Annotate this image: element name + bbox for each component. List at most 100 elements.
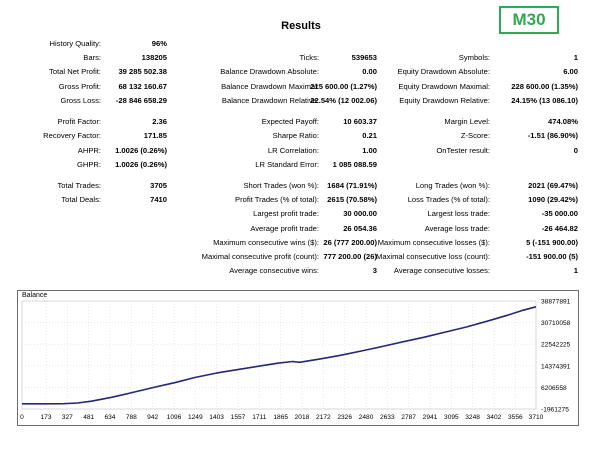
x-tick-label: 2633	[380, 414, 395, 421]
stat-label: Balance Drawdown Absolute:	[220, 67, 319, 77]
stat-label: Average consecutive wins:	[229, 266, 319, 276]
y-tick-label: 30710058	[541, 320, 571, 327]
stat-label: Long Trades (won %):	[415, 181, 490, 190]
x-tick-label: 481	[83, 414, 94, 421]
x-tick-label: 3248	[465, 414, 480, 421]
stat-label: Equity Drawdown Maximal:	[398, 81, 490, 91]
x-tick-label: 1865	[273, 414, 288, 421]
stat-label: Ticks:	[299, 53, 319, 63]
stat-value: -26 464.82	[541, 223, 578, 233]
stat-value: -35 000.00	[541, 209, 578, 219]
stat-value: 171.85	[143, 131, 167, 141]
stat-value: 1684 (71.91%)	[327, 181, 377, 190]
stat-label: Maximal consecutive profit (count):	[201, 252, 319, 261]
stat-value: 539653	[351, 53, 377, 63]
x-tick-label: 1557	[231, 414, 246, 421]
stat-label: Total Trades:	[57, 181, 101, 190]
plot-area	[21, 300, 537, 410]
balance-chart-svg: 0 173 327 481 634 788 942 1096 1249 1403 1557 1711 1…	[20, 299, 571, 422]
stat-label: History Quality:	[49, 39, 101, 48]
stat-label: Maximal consecutive loss (count):	[376, 252, 490, 261]
stat-label: OnTester result:	[436, 145, 490, 155]
balance-chart: Balance 0 173 327 481 634 788 942 1096 1249 1403 1…	[17, 290, 579, 426]
stat-label: Sharpe Ratio:	[272, 131, 319, 141]
stat-value: 0.21	[362, 131, 377, 141]
stat-value: 1	[573, 53, 578, 63]
y-tick-label: 14374391	[541, 363, 571, 370]
stat-value: 26 (777 200.00)	[323, 237, 377, 247]
stat-label: GHPR:	[76, 159, 101, 169]
stat-value: 1	[573, 266, 578, 276]
stat-label: Average loss trade:	[424, 223, 490, 233]
stat-label: Average profit trade:	[250, 223, 319, 233]
report-title: Results	[281, 20, 321, 32]
x-tick-label: 1403	[209, 414, 224, 421]
stat-label: Gross Profit:	[58, 81, 101, 91]
x-tick-label: 2172	[316, 414, 331, 421]
stat-label: Maximum consecutive wins ($):	[213, 237, 319, 247]
stat-label: Balance Drawdown Maximal:	[221, 81, 319, 91]
stat-label: Balance Drawdown Relative:	[221, 95, 319, 105]
stat-label: Z-Score:	[460, 131, 490, 141]
stat-label: Average consecutive losses:	[393, 266, 490, 276]
stat-label: Largest profit trade:	[253, 209, 319, 219]
x-tick-label: 3402	[487, 414, 502, 421]
stat-value: 0	[573, 145, 578, 155]
y-tick-label: 6206558	[541, 385, 567, 392]
x-tick-label: 0	[20, 414, 24, 421]
stat-label: Short Trades (won %):	[243, 181, 319, 190]
stat-label: Recovery Factor:	[43, 131, 101, 141]
stat-value: 6.00	[563, 67, 578, 77]
x-tick-label: 1096	[167, 414, 182, 421]
x-tick-label: 2941	[423, 414, 438, 421]
stat-value: 2615 (70.58%)	[327, 195, 377, 205]
stat-value: 215 600.00 (1.27%)	[310, 81, 377, 91]
x-tick-label: 327	[62, 414, 73, 421]
stat-value: 138205	[141, 53, 167, 63]
stat-value: 5 (-151 900.00)	[526, 237, 578, 247]
x-tick-label: 3095	[444, 414, 459, 421]
stat-value: 1.0026 (0.26%)	[115, 145, 167, 155]
stat-value: 2021 (69.47%)	[528, 181, 578, 190]
stat-value: 39 285 502.38	[118, 67, 167, 77]
chart-title: Balance	[22, 292, 48, 299]
x-tick-label: 3556	[508, 414, 523, 421]
y-tick-label: 38877891	[541, 299, 571, 306]
stat-label: Bars:	[83, 53, 101, 63]
stat-label: Total Net Profit:	[49, 67, 101, 77]
x-tick-label: 942	[147, 414, 158, 421]
timeframe-badge: M30	[499, 6, 559, 34]
x-tick-label: 1711	[252, 414, 267, 421]
x-tick-label: 1249	[188, 414, 203, 421]
stat-value: -1.51 (86.90%)	[527, 131, 578, 141]
stat-value: 1.00	[362, 145, 377, 155]
stat-label: Total Deals:	[61, 195, 101, 205]
stat-value: 24.15% (13 086.10)	[511, 95, 578, 105]
stat-value: 474.08%	[548, 117, 578, 127]
stat-label: Equity Drawdown Relative:	[399, 95, 490, 105]
stat-value: 228 600.00 (1.35%)	[511, 81, 578, 91]
stat-value: 1 085 088.59	[332, 159, 377, 169]
stat-value: 22.54% (12 002.06)	[310, 95, 377, 105]
stat-label: Expected Payoff:	[261, 117, 319, 127]
stat-label: Symbols:	[458, 53, 490, 63]
y-tick-label: 22542225	[541, 342, 571, 349]
balance-line	[22, 306, 537, 405]
stat-value: 10 603.37	[343, 117, 377, 127]
stat-value: 7410	[150, 195, 167, 205]
stat-value: 3705	[150, 181, 167, 190]
stat-value: 68 132 160.67	[118, 81, 167, 91]
x-tick-label: 2787	[401, 414, 416, 421]
stat-value: -151 900.00 (5)	[526, 252, 578, 261]
stat-label: Equity Drawdown Absolute:	[397, 67, 490, 77]
x-tick-label: 634	[104, 414, 115, 421]
stat-value: 26 054.36	[343, 223, 377, 233]
stat-value: 0.00	[362, 67, 377, 77]
stat-value: 1090 (29.42%)	[528, 195, 578, 205]
stat-label: Maximum consecutive losses ($):	[377, 237, 490, 247]
stat-label: LR Correlation:	[267, 145, 319, 155]
y-tick-label: -1961275	[541, 407, 569, 414]
stat-label: Profit Trades (% of total):	[235, 195, 319, 205]
stat-label: Largest loss trade:	[427, 209, 490, 219]
stat-label: AHPR:	[77, 145, 101, 155]
